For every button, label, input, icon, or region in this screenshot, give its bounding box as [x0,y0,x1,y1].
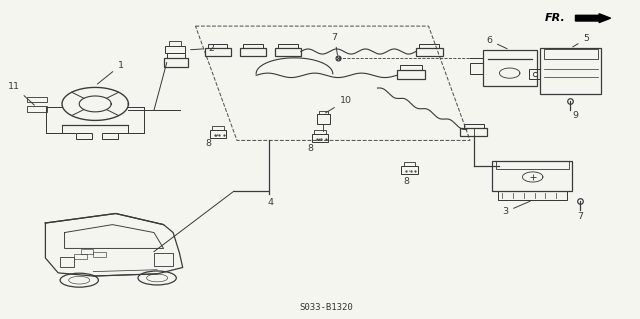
Text: 10: 10 [326,96,351,113]
Bar [208,44,227,48]
Bar [319,111,328,115]
Text: 9: 9 [572,111,579,120]
Bar [401,166,418,174]
Bar [543,49,598,59]
Bar [154,253,173,266]
Bar [209,130,226,138]
Text: 7: 7 [577,212,583,221]
Text: 3: 3 [502,201,530,216]
Bar [419,44,440,48]
Bar [212,126,223,130]
Bar [81,249,93,254]
Bar [164,58,188,67]
Bar [470,63,483,74]
Text: 2: 2 [191,44,214,53]
FancyArrow shape [575,14,611,23]
Bar [314,130,326,134]
Bar [492,161,572,191]
Text: 8: 8 [403,171,410,186]
Bar [497,191,567,200]
Bar [400,65,422,70]
Bar [464,124,484,128]
Text: 1: 1 [97,61,124,84]
Bar [167,53,184,58]
Bar [205,48,230,56]
Bar [416,48,443,56]
Bar [317,115,330,124]
Bar [243,44,262,48]
Bar [529,69,540,78]
Bar [312,134,328,142]
Bar [540,48,601,94]
Text: 6: 6 [486,36,507,49]
Bar [404,162,415,166]
Bar [76,133,92,139]
Bar [27,106,47,112]
Text: 8: 8 [307,139,320,153]
Bar [93,252,106,257]
Bar [278,44,298,48]
Bar [461,128,487,136]
Bar [102,133,118,139]
Bar [240,48,266,56]
Bar [483,50,537,86]
Text: 5: 5 [573,34,589,47]
Text: 4: 4 [267,198,273,207]
Text: 8: 8 [205,135,218,148]
Bar [74,254,87,259]
Bar [27,97,47,102]
Text: FR.: FR. [545,13,566,23]
Text: S033-B1320: S033-B1320 [300,303,353,312]
Bar [169,41,181,46]
Bar [166,46,184,53]
Bar [60,257,74,268]
Bar [275,48,301,56]
Bar [397,70,426,78]
Text: 7: 7 [332,33,338,55]
Bar [495,161,569,169]
Text: 11: 11 [8,82,35,105]
